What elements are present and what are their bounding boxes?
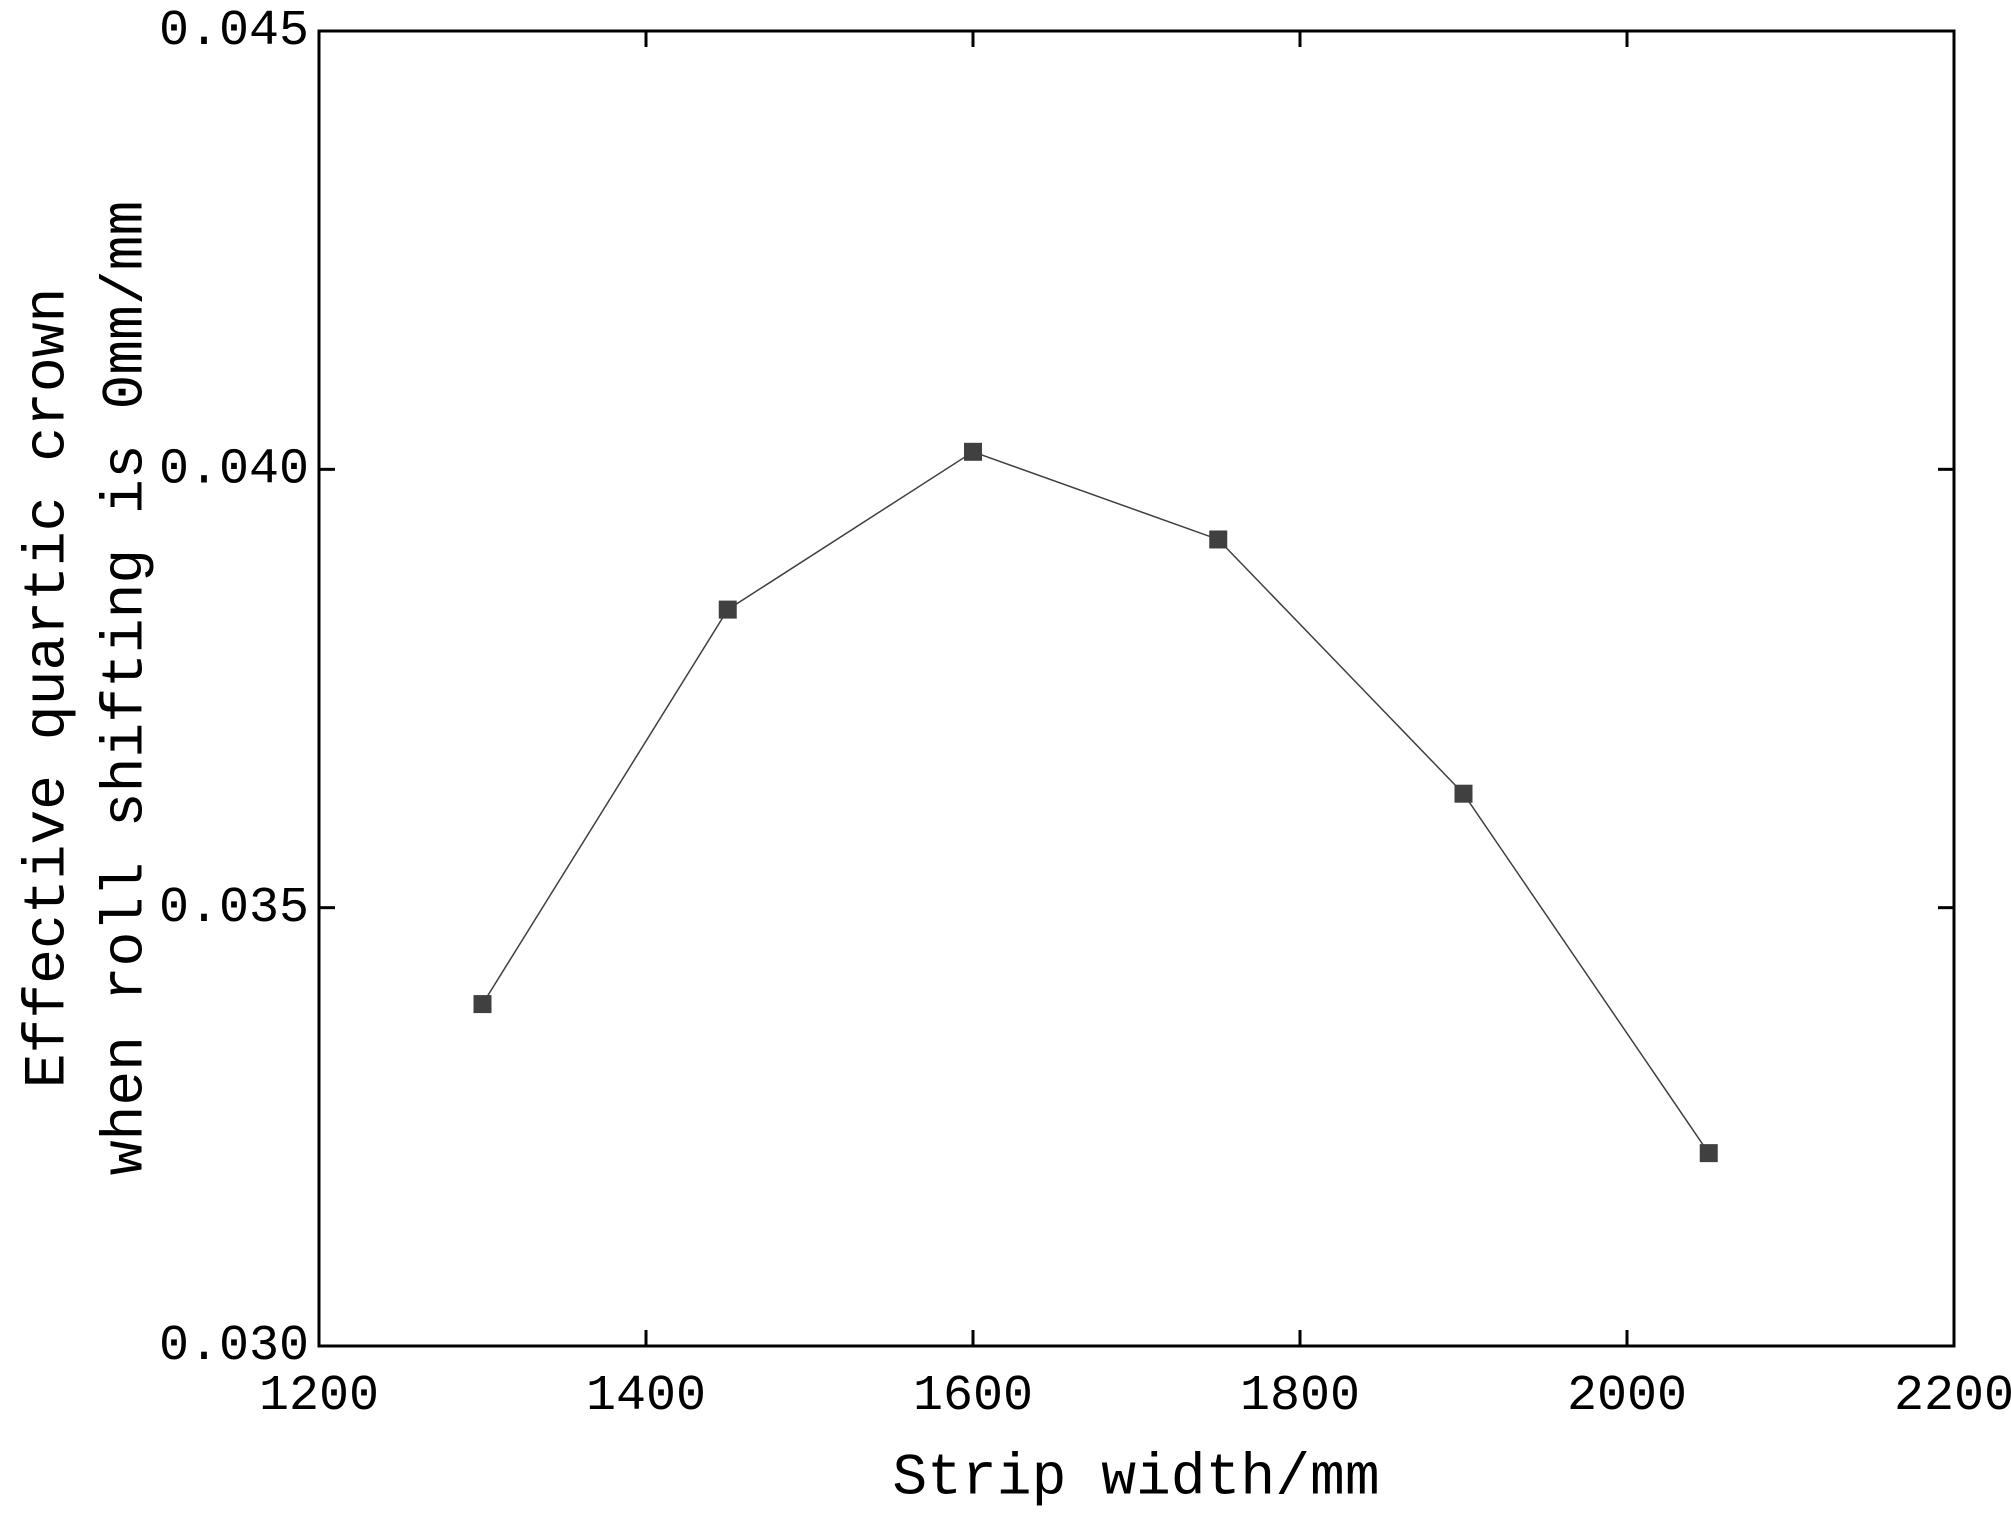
x-tick-label: 2200 (1894, 1368, 2011, 1425)
x-tick-label: 2000 (1567, 1368, 1687, 1425)
y-tick-label: 0.040 (159, 442, 309, 499)
x-tick-label: 1200 (259, 1368, 379, 1425)
y-tick-label: 0.030 (159, 1318, 309, 1375)
data-point (1209, 530, 1228, 549)
plot-frame (317, 29, 1956, 1348)
y-tick-label: 0.035 (159, 880, 309, 937)
data-point (718, 600, 737, 619)
x-axis-label: Strip width/mm (892, 1446, 1379, 1511)
data-point (473, 995, 492, 1014)
y-tick-label: 0.045 (159, 3, 309, 60)
y-axis-label: when roll shifting is 0mm/mm (94, 201, 159, 1176)
series-line (481, 450, 1710, 1154)
data-point (1699, 1144, 1718, 1163)
data-point (1454, 784, 1473, 803)
x-tick-label: 1800 (1240, 1368, 1360, 1425)
x-tick-label: 1600 (913, 1368, 1033, 1425)
y-axis-label: Effective quartic crown (16, 288, 81, 1089)
x-tick-label: 1400 (586, 1368, 706, 1425)
data-point (964, 442, 982, 461)
